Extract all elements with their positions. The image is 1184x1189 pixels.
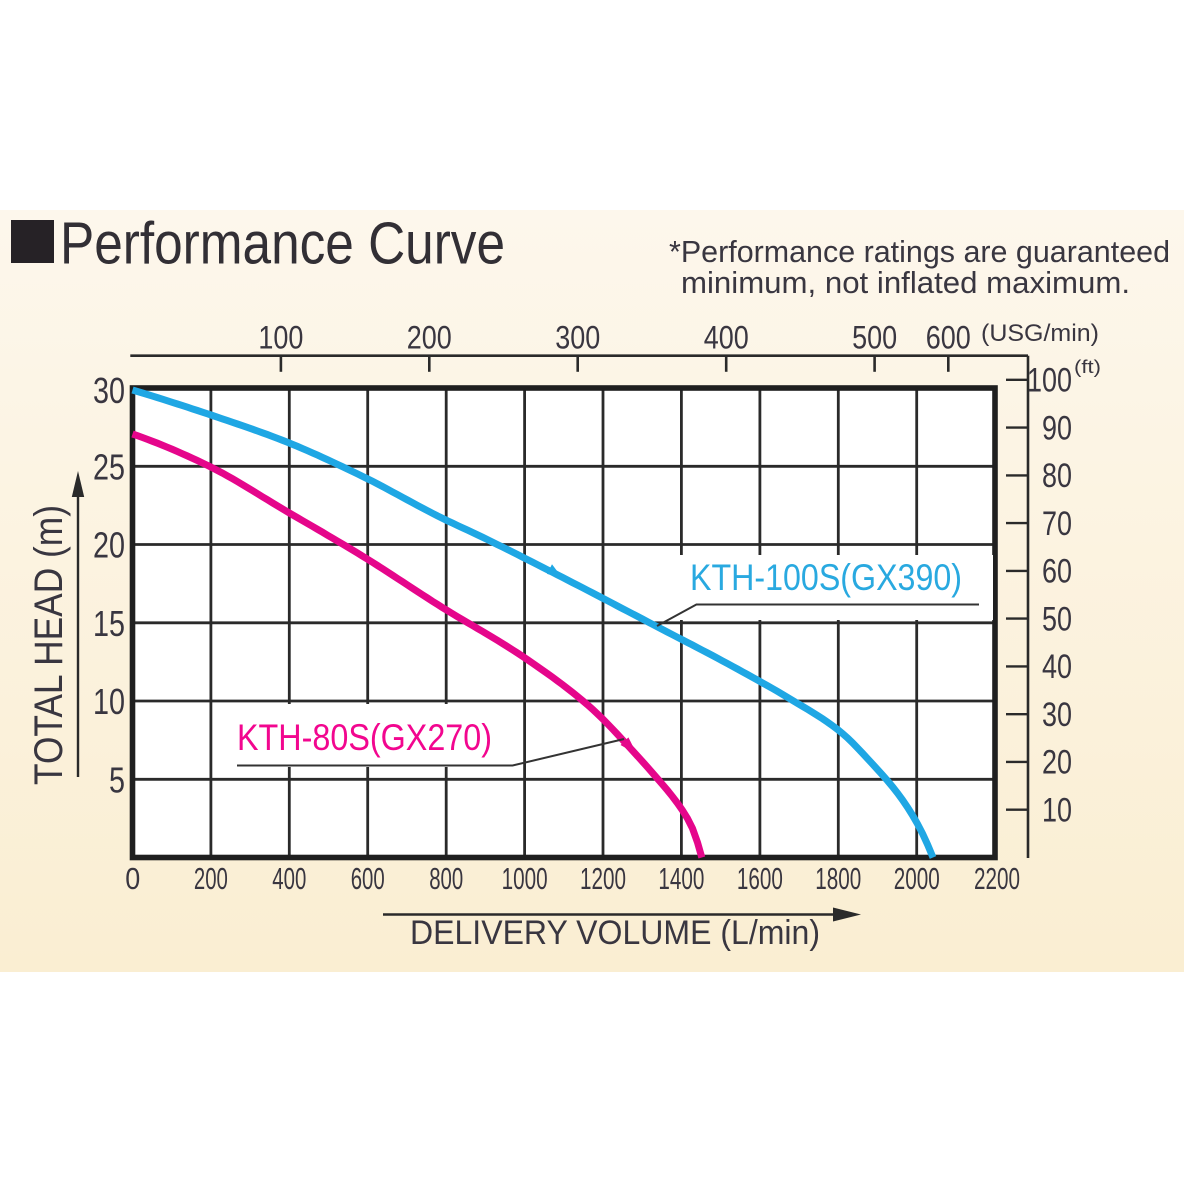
svg-text:70: 70 bbox=[1042, 505, 1072, 543]
svg-text:40: 40 bbox=[1042, 648, 1072, 686]
svg-text:(USG/min): (USG/min) bbox=[981, 320, 1099, 347]
svg-text:500: 500 bbox=[852, 320, 897, 356]
svg-text:80: 80 bbox=[1042, 457, 1072, 495]
svg-text:1600: 1600 bbox=[737, 861, 783, 896]
svg-text:2000: 2000 bbox=[894, 861, 940, 896]
svg-text:30: 30 bbox=[1042, 696, 1072, 734]
svg-text:2200: 2200 bbox=[974, 861, 1020, 896]
svg-text:30: 30 bbox=[93, 370, 125, 411]
svg-text:20: 20 bbox=[93, 525, 125, 566]
svg-text:1000: 1000 bbox=[502, 861, 548, 896]
svg-text:15: 15 bbox=[93, 603, 125, 644]
svg-text:0: 0 bbox=[125, 861, 140, 896]
svg-text:1200: 1200 bbox=[580, 861, 626, 896]
svg-text:60: 60 bbox=[1042, 553, 1072, 591]
svg-text:50: 50 bbox=[1042, 600, 1072, 638]
svg-text:200: 200 bbox=[407, 320, 452, 356]
svg-text:1400: 1400 bbox=[658, 861, 704, 896]
svg-text:(ft): (ft) bbox=[1074, 357, 1101, 377]
svg-text:TOTAL HEAD (m): TOTAL HEAD (m) bbox=[27, 505, 71, 785]
svg-text:200: 200 bbox=[194, 861, 228, 896]
svg-text:10: 10 bbox=[1042, 791, 1072, 829]
svg-text:minimum, not inflated maximum.: minimum, not inflated maximum. bbox=[681, 265, 1130, 300]
svg-text:*Performance ratings are guara: *Performance ratings are guaranteed bbox=[669, 234, 1170, 269]
svg-text:KTH-100S(GX390): KTH-100S(GX390) bbox=[690, 557, 962, 598]
svg-text:KTH-80S(GX270): KTH-80S(GX270) bbox=[237, 717, 492, 758]
svg-text:100: 100 bbox=[1027, 362, 1072, 400]
svg-text:300: 300 bbox=[555, 320, 600, 356]
svg-text:600: 600 bbox=[926, 320, 971, 356]
svg-text:20: 20 bbox=[1042, 744, 1072, 782]
svg-text:10: 10 bbox=[93, 681, 125, 722]
svg-text:90: 90 bbox=[1042, 409, 1072, 447]
svg-text:100: 100 bbox=[258, 320, 303, 356]
svg-text:25: 25 bbox=[93, 446, 125, 487]
svg-text:1800: 1800 bbox=[815, 861, 861, 896]
svg-text:600: 600 bbox=[351, 861, 385, 896]
svg-text:5: 5 bbox=[109, 759, 125, 800]
svg-text:400: 400 bbox=[272, 861, 306, 896]
svg-text:Performance Curve: Performance Curve bbox=[60, 211, 505, 277]
svg-text:800: 800 bbox=[429, 861, 463, 896]
svg-text:DELIVERY VOLUME (L/min): DELIVERY VOLUME (L/min) bbox=[410, 914, 820, 952]
svg-text:400: 400 bbox=[704, 320, 749, 356]
